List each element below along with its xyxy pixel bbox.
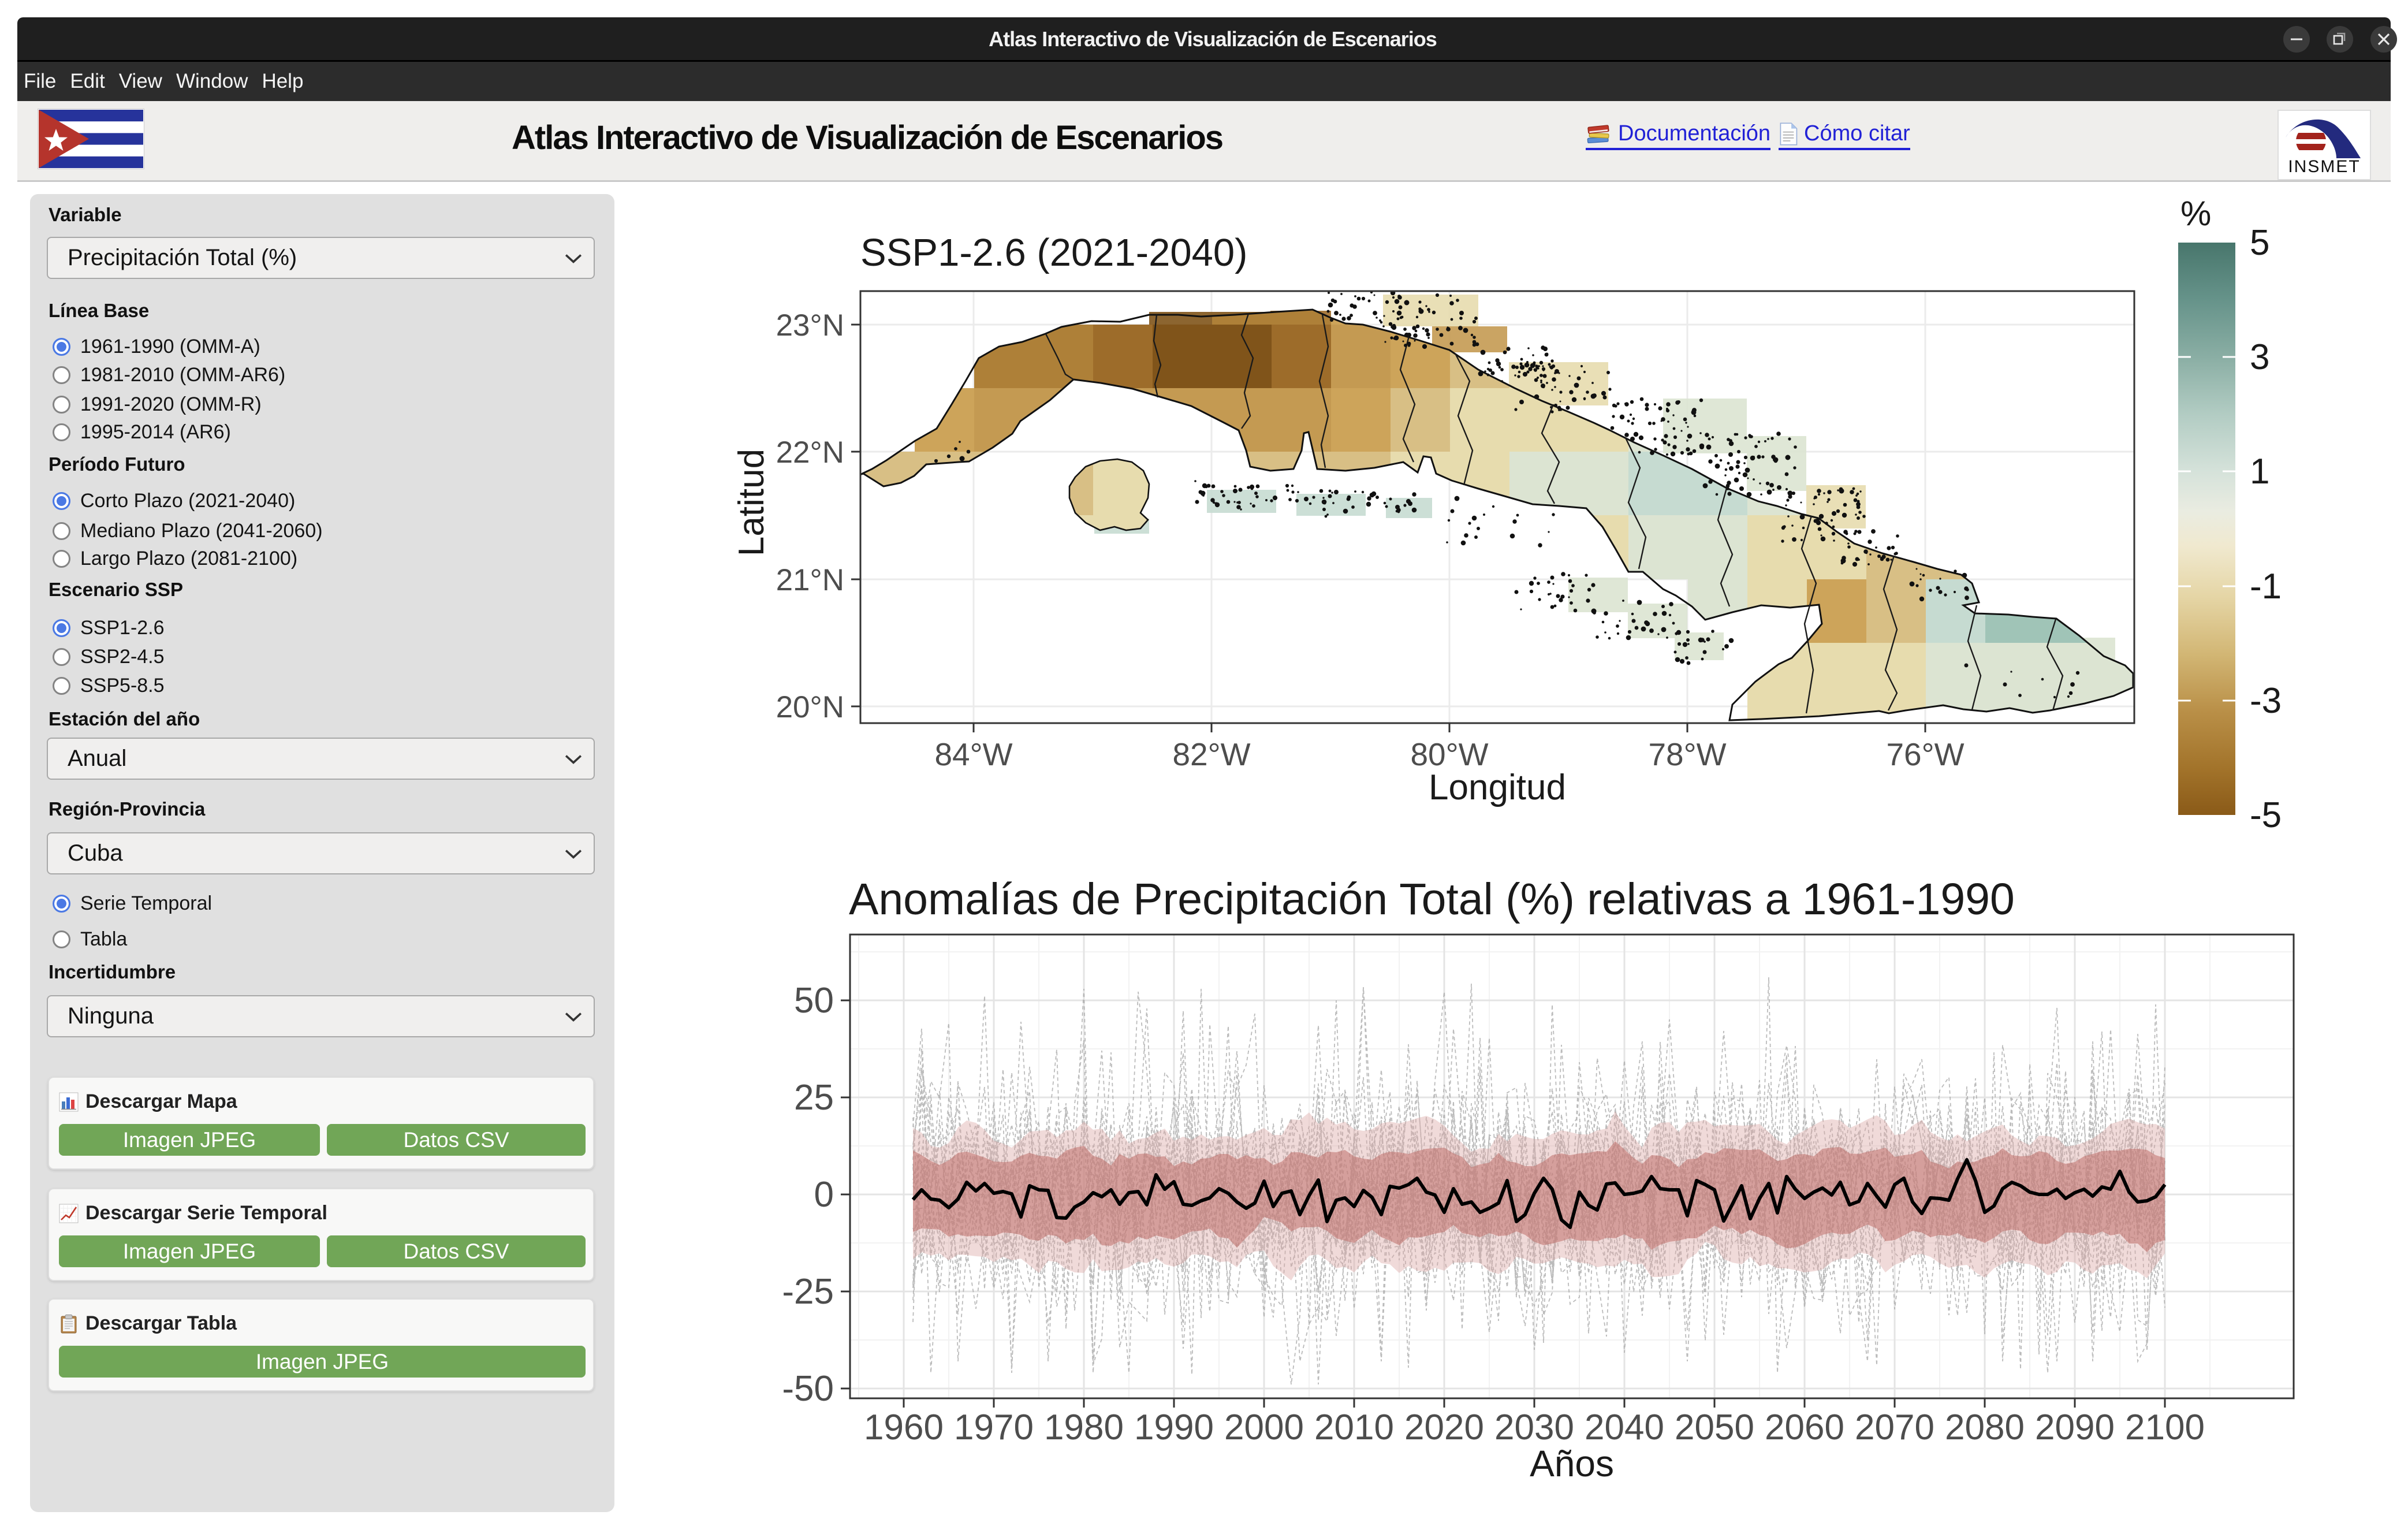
svg-text:2040: 2040 — [1585, 1408, 1664, 1447]
svg-text:1960: 1960 — [864, 1408, 944, 1447]
svg-text:1980: 1980 — [1044, 1408, 1124, 1447]
svg-text:INSMET: INSMET — [2288, 157, 2360, 176]
svg-text:2070: 2070 — [1855, 1408, 1934, 1447]
svg-text:2080: 2080 — [1945, 1408, 2025, 1447]
svg-text:23°N: 23°N — [776, 308, 844, 343]
svg-text:21°N: 21°N — [776, 563, 844, 597]
svg-text:5: 5 — [2250, 223, 2269, 263]
svg-text:82°W: 82°W — [1172, 736, 1250, 772]
svg-text:-5: -5 — [2250, 795, 2282, 835]
svg-text:Longitud: Longitud — [1429, 768, 1566, 807]
svg-text:2090: 2090 — [2035, 1408, 2115, 1447]
svg-text:2000: 2000 — [1224, 1408, 1304, 1447]
svg-text:80°W: 80°W — [1410, 736, 1488, 772]
svg-text:2060: 2060 — [1765, 1408, 1844, 1447]
svg-text:-50: -50 — [782, 1369, 834, 1409]
svg-text:50: 50 — [794, 981, 834, 1021]
svg-text:22°N: 22°N — [776, 435, 844, 470]
svg-text:3: 3 — [2250, 337, 2269, 377]
svg-text:1: 1 — [2250, 452, 2269, 492]
svg-text:20°N: 20°N — [776, 690, 844, 724]
svg-text:2030: 2030 — [1494, 1408, 1574, 1447]
svg-text:2020: 2020 — [1404, 1408, 1484, 1447]
svg-text:0: 0 — [814, 1175, 834, 1215]
svg-text:84°W: 84°W — [934, 736, 1012, 772]
svg-text:78°W: 78°W — [1648, 736, 1726, 772]
svg-text:2100: 2100 — [2125, 1408, 2205, 1447]
svg-text:76°W: 76°W — [1886, 736, 1964, 772]
svg-text:%: % — [2180, 194, 2211, 233]
svg-text:-1: -1 — [2250, 567, 2282, 606]
svg-text:Anomalías de Precipitación Tot: Anomalías de Precipitación Total (%) rel… — [849, 874, 2015, 924]
svg-text:25: 25 — [794, 1078, 834, 1118]
svg-text:2010: 2010 — [1314, 1408, 1394, 1447]
svg-text:1990: 1990 — [1134, 1408, 1214, 1447]
svg-text:Latitud: Latitud — [732, 449, 771, 556]
svg-text:-3: -3 — [2250, 681, 2282, 721]
svg-text:1970: 1970 — [954, 1408, 1034, 1447]
svg-text:Años: Años — [1530, 1443, 1614, 1484]
svg-text:-25: -25 — [782, 1272, 834, 1312]
svg-text:2050: 2050 — [1675, 1408, 1754, 1447]
svg-text:SSP1-2.6 (2021-2040): SSP1-2.6 (2021-2040) — [860, 231, 1247, 274]
